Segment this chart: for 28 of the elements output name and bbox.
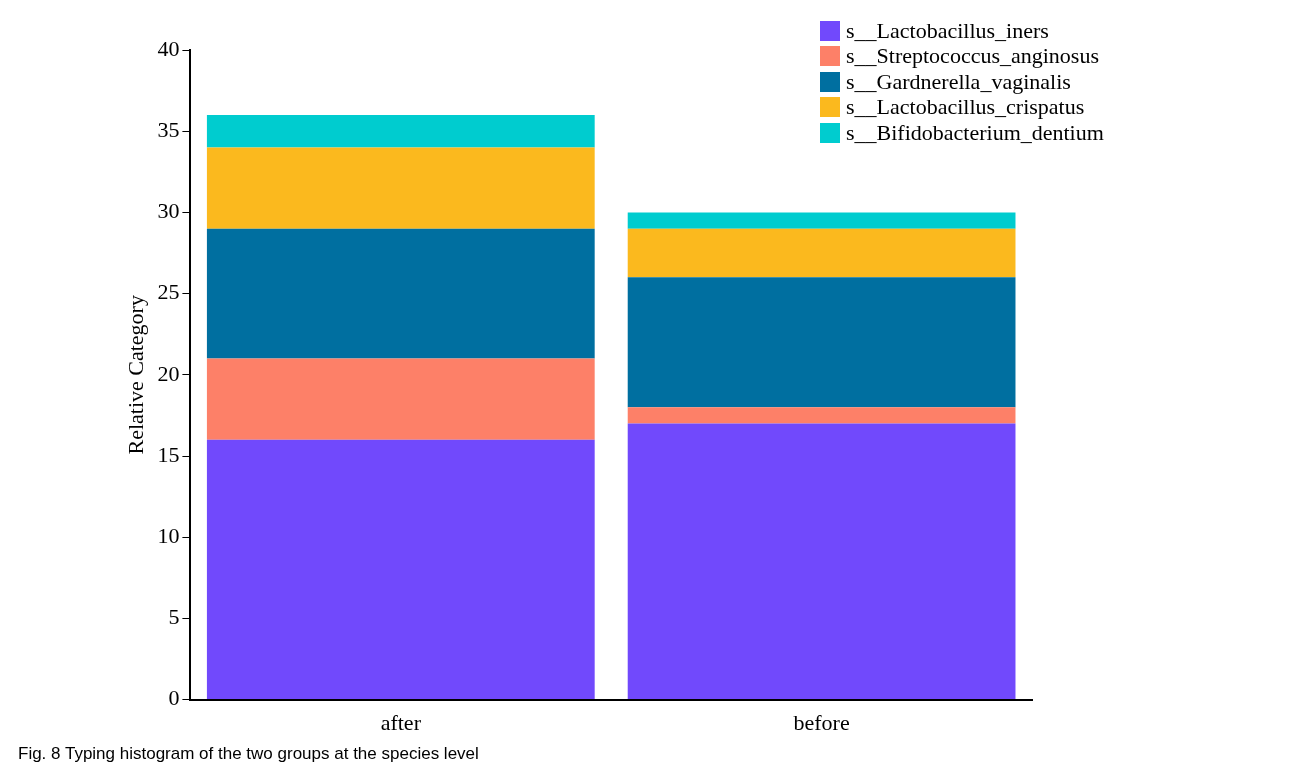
y-tick-label: 40: [157, 35, 180, 61]
y-tick-label: 0: [168, 685, 180, 711]
bar: [627, 407, 1016, 424]
legend-label: s__Streptococcus_anginosus: [846, 43, 1099, 70]
bar: [206, 439, 595, 700]
legend-label: s__Lactobacillus_iners: [846, 17, 1049, 44]
x-tick-label: after: [380, 709, 422, 735]
bar: [627, 423, 1016, 700]
bar: [627, 212, 1016, 229]
legend-label: s__Bifidobacterium_dentium: [846, 119, 1104, 146]
bar: [206, 228, 595, 359]
caption: Fig. 8 Typing histogram of the two groups at the species level: [18, 744, 479, 764]
bar: [627, 228, 1016, 278]
bar: [206, 147, 595, 229]
bar: [627, 277, 1016, 408]
y-tick-label: 20: [157, 360, 180, 386]
legend-label: s__Gardnerella_vaginalis: [846, 68, 1071, 95]
y-tick-label: 10: [157, 522, 180, 548]
y-axis-title: Relative Category: [122, 295, 148, 455]
bar: [206, 114, 595, 148]
y-tick-label: 5: [168, 604, 180, 630]
y-tick-label: 15: [157, 441, 180, 467]
legend-label: s__Lactobacillus_crispatus: [846, 94, 1085, 121]
y-tick-label: 25: [157, 279, 180, 305]
y-tick-label: 30: [157, 198, 180, 224]
bar: [206, 358, 595, 440]
y-tick-label: 35: [157, 116, 180, 142]
x-tick-label: before: [793, 709, 850, 735]
